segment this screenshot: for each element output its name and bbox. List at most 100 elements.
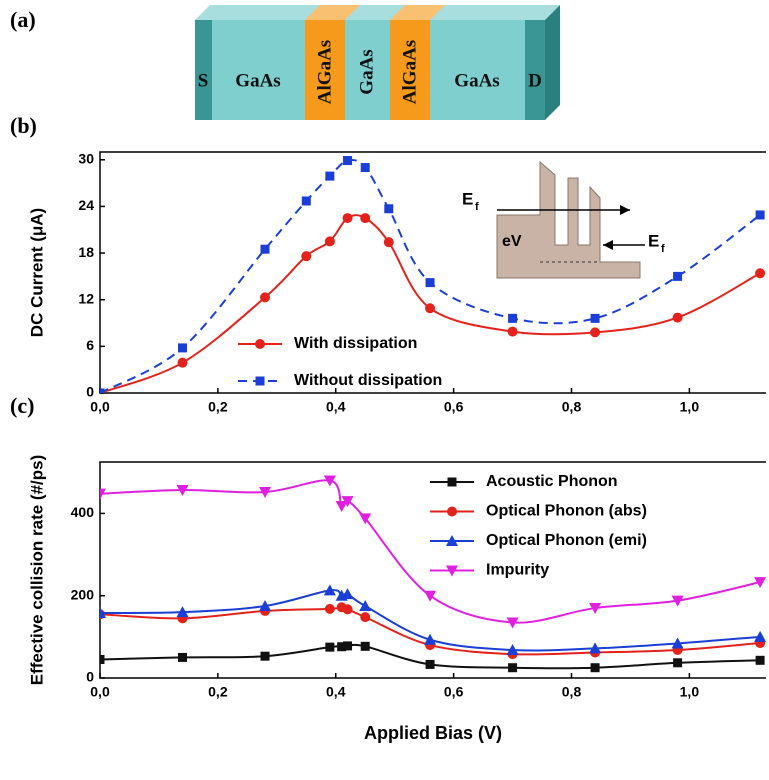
panel-label: (b)	[10, 113, 37, 138]
x-tick-label: 0,8	[562, 399, 582, 415]
marker	[178, 653, 187, 662]
panel-label: (c)	[10, 393, 34, 418]
y-tick-label: 18	[78, 244, 94, 260]
x-tick-label: 0,6	[444, 399, 464, 415]
arrow-head	[603, 240, 613, 250]
marker	[591, 663, 600, 672]
x-tick-label: 0,0	[90, 399, 110, 415]
marker	[343, 213, 353, 223]
marker	[756, 656, 765, 665]
marker	[425, 303, 435, 313]
layer-label: AlGaAs	[314, 40, 335, 104]
panel-label: (a)	[10, 7, 36, 32]
marker	[673, 658, 682, 667]
x-tick-label: 0,2	[208, 399, 228, 415]
marker	[261, 245, 270, 254]
top-face	[195, 5, 560, 20]
marker	[302, 196, 311, 205]
x-tick-label: 0,4	[326, 684, 346, 700]
marker	[96, 389, 105, 398]
x-axis-label: Applied Bias (V)	[364, 723, 502, 743]
marker	[426, 660, 435, 669]
inset-label: f	[661, 243, 665, 255]
marker	[178, 358, 188, 368]
marker	[256, 377, 265, 386]
marker	[343, 156, 352, 165]
marker	[325, 172, 334, 181]
marker	[343, 641, 352, 650]
arrow-head	[620, 205, 630, 215]
marker	[508, 327, 518, 337]
x-tick-label: 0,8	[562, 684, 582, 700]
marker	[360, 213, 370, 223]
marker	[756, 210, 765, 219]
legend-label: With dissipation	[294, 335, 417, 352]
series-line	[100, 160, 760, 393]
plot-area	[94, 476, 766, 673]
marker	[360, 612, 370, 622]
marker	[325, 236, 335, 246]
marker	[261, 652, 270, 661]
y-tick-label: 0	[86, 669, 94, 685]
x-tick-label: 0,0	[90, 684, 110, 700]
marker	[325, 643, 334, 652]
marker	[96, 655, 105, 664]
side-face	[545, 5, 560, 120]
marker	[424, 591, 436, 602]
legend-label: Without dissipation	[294, 372, 442, 389]
inset-label: E	[648, 231, 659, 250]
legend-label: Optical Phonon (emi)	[486, 532, 647, 549]
y-tick-label: 24	[78, 197, 94, 213]
marker	[673, 313, 683, 323]
marker	[590, 327, 600, 337]
marker	[178, 343, 187, 352]
marker	[361, 642, 370, 651]
y-axis-label: DC Current (μA)	[27, 208, 46, 337]
marker	[301, 251, 311, 261]
y-tick-label: 400	[71, 504, 95, 520]
inset-label: f	[475, 201, 479, 213]
y-tick-label: 200	[71, 586, 95, 602]
y-axis-label: Effective collision rate (#/ps)	[27, 455, 46, 686]
marker	[260, 292, 270, 302]
marker	[447, 507, 457, 517]
y-tick-label: 6	[86, 337, 94, 353]
y-tick-label: 12	[78, 290, 94, 306]
marker	[325, 604, 335, 614]
layer-label: AlGaAs	[399, 40, 420, 104]
y-tick-label: 0	[86, 384, 94, 400]
marker	[359, 600, 371, 611]
layer-label: D	[528, 70, 542, 91]
plot-area	[95, 156, 765, 398]
marker	[384, 237, 394, 247]
device-diagram: S GaAs AlGaAs GaAs AlGaAs GaAs D	[195, 5, 560, 120]
marker	[361, 163, 370, 172]
inset: E f eV E f	[462, 162, 665, 278]
marker	[384, 204, 393, 213]
inset-label: E	[462, 189, 473, 208]
marker	[343, 604, 353, 614]
inset-label: eV	[502, 233, 522, 250]
y-tick-label: 30	[78, 150, 94, 166]
x-tick-label: 1,0	[680, 399, 700, 415]
axis-frame	[100, 152, 766, 393]
layer-label: S	[198, 70, 209, 91]
x-tick-label: 0,2	[208, 684, 228, 700]
marker	[591, 314, 600, 323]
legend-label: Impurity	[486, 562, 549, 579]
marker	[508, 314, 517, 323]
marker	[673, 272, 682, 281]
layer-label: GaAs	[454, 70, 499, 91]
layer-label: GaAs	[356, 49, 377, 94]
marker	[508, 663, 517, 672]
x-tick-label: 1,0	[680, 684, 700, 700]
legend-label: Acoustic Phonon	[486, 473, 618, 490]
layer-label: GaAs	[235, 70, 280, 91]
figure: (a) (b) (c) S GaAs AlGaAs GaAs AlGaAs Ga…	[0, 0, 769, 780]
band-profile	[497, 162, 640, 278]
legend-label: Optical Phonon (abs)	[486, 503, 647, 520]
x-tick-label: 0,6	[444, 684, 464, 700]
marker	[255, 339, 265, 349]
marker	[448, 478, 457, 487]
marker	[755, 268, 765, 278]
